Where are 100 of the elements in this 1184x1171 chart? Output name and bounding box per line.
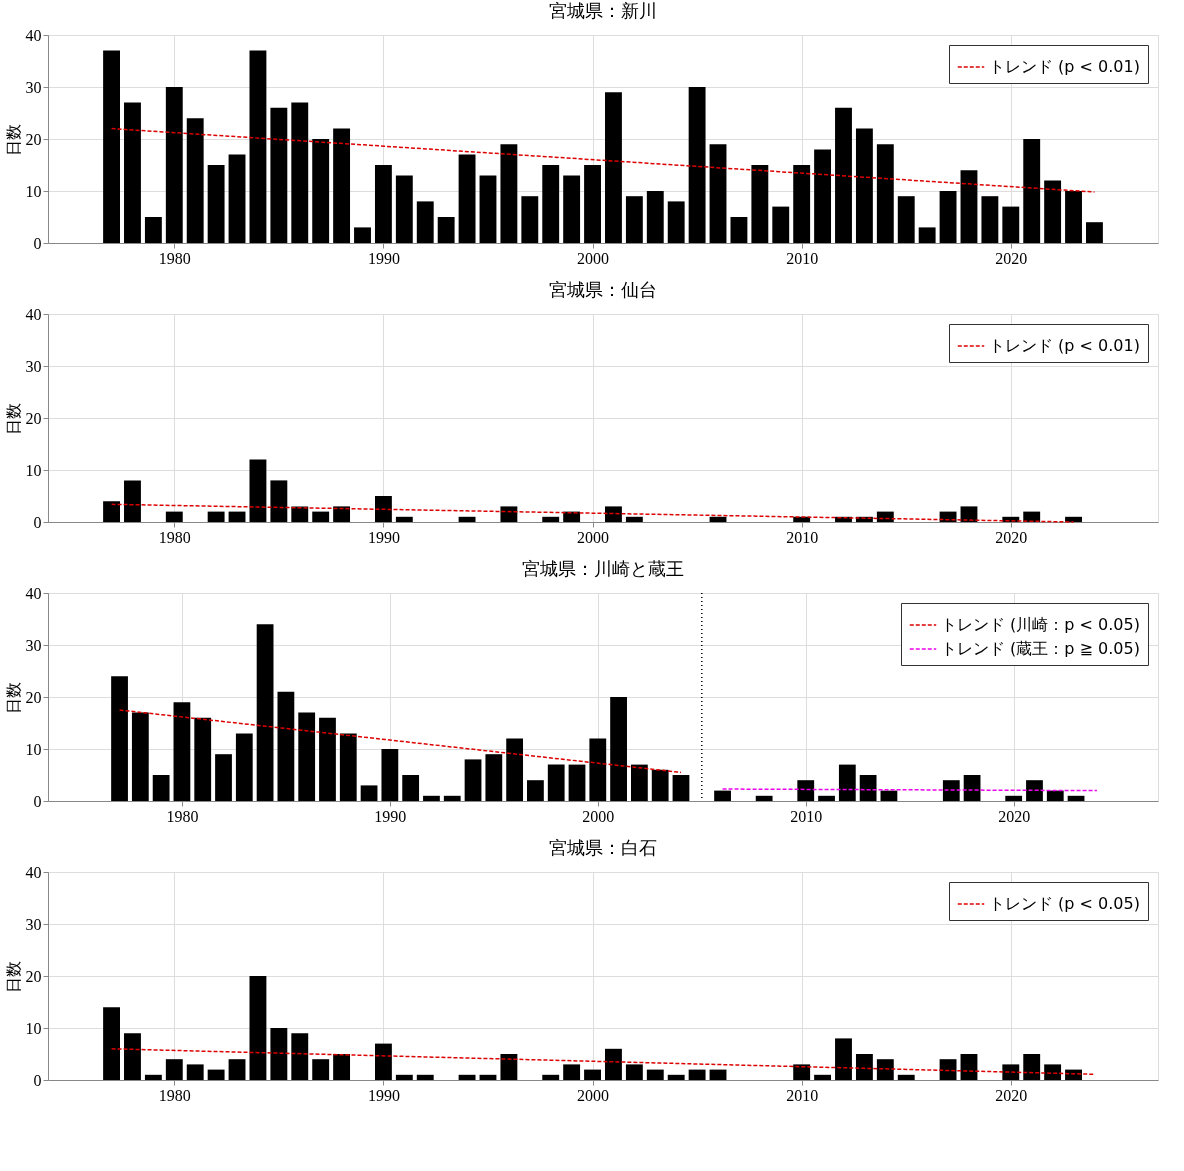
bar xyxy=(1044,180,1062,243)
bar xyxy=(165,87,183,243)
bar xyxy=(291,506,309,522)
bar xyxy=(423,795,440,801)
bar xyxy=(124,1033,141,1080)
bar xyxy=(215,754,232,801)
legend-label: トレンド (p < 0.01) xyxy=(989,336,1140,355)
bar xyxy=(672,775,690,801)
bar xyxy=(228,1059,246,1080)
bar xyxy=(249,459,267,522)
x-tick-label: 2000 xyxy=(577,528,610,546)
x-tick-label: 2020 xyxy=(995,528,1028,546)
bar xyxy=(339,733,357,801)
bar xyxy=(631,764,648,801)
bar xyxy=(443,795,461,801)
bar xyxy=(1067,795,1085,801)
bar xyxy=(897,1074,915,1080)
bar xyxy=(312,1059,330,1080)
bar xyxy=(542,516,560,522)
y-tick-label: 30 xyxy=(25,636,42,654)
x-tick-label: 1990 xyxy=(367,528,400,546)
bar xyxy=(270,1028,288,1080)
bar xyxy=(186,1064,204,1080)
bar xyxy=(103,50,120,243)
bar xyxy=(228,511,246,522)
bar xyxy=(228,154,246,243)
bar xyxy=(277,691,295,801)
bar xyxy=(563,1064,581,1080)
y-tick-label: 20 xyxy=(25,967,42,985)
bar xyxy=(458,1074,476,1080)
bar xyxy=(131,712,149,801)
bar xyxy=(395,175,413,243)
bar xyxy=(605,506,622,522)
x-tick-label: 1980 xyxy=(166,807,199,825)
bar xyxy=(709,516,727,522)
bar xyxy=(256,624,274,801)
bar xyxy=(144,217,162,243)
y-tick-label: 40 xyxy=(25,863,42,881)
bar xyxy=(395,1074,413,1080)
bar xyxy=(1044,1064,1062,1080)
bar xyxy=(186,118,204,243)
bar xyxy=(381,749,399,801)
bar xyxy=(458,154,476,243)
bar xyxy=(333,506,351,522)
bar xyxy=(479,175,497,243)
bar xyxy=(1002,1064,1020,1080)
bar xyxy=(918,227,936,243)
y-tick-label: 30 xyxy=(25,357,42,375)
bar xyxy=(688,87,706,243)
bar xyxy=(709,144,727,243)
bar xyxy=(270,107,288,243)
bar xyxy=(374,496,392,522)
bar xyxy=(667,201,685,243)
x-tick-label: 1980 xyxy=(158,528,191,546)
bar xyxy=(1023,139,1041,243)
x-tick-label: 1990 xyxy=(367,249,400,267)
y-axis-title: 日数 xyxy=(3,402,23,435)
bar xyxy=(880,790,898,801)
bar xyxy=(521,196,539,243)
bar xyxy=(547,764,565,801)
bar xyxy=(651,769,669,801)
x-tick-label: 2020 xyxy=(995,1086,1028,1104)
bar xyxy=(646,191,664,243)
bar xyxy=(173,702,191,801)
bar xyxy=(103,501,120,522)
chart-title: 宮城県：仙台 xyxy=(549,279,657,300)
bar xyxy=(402,775,420,801)
x-tick-label: 1990 xyxy=(367,1086,400,1104)
bar xyxy=(714,790,731,801)
bar xyxy=(814,1074,832,1080)
bar xyxy=(646,1069,664,1080)
bar xyxy=(730,217,748,243)
bar xyxy=(835,1038,852,1080)
bar xyxy=(688,1069,706,1080)
bar xyxy=(960,506,978,522)
bar xyxy=(838,764,856,801)
y-tick-label: 20 xyxy=(25,688,42,706)
bar xyxy=(207,1069,225,1080)
bar xyxy=(1026,780,1043,801)
bar xyxy=(818,795,835,801)
bar xyxy=(165,1059,183,1080)
bar xyxy=(464,759,482,801)
bar xyxy=(942,780,960,801)
bar xyxy=(500,144,518,243)
y-tick-label: 10 xyxy=(25,1019,42,1037)
bar xyxy=(835,107,852,243)
bar xyxy=(755,795,773,801)
y-tick-label: 0 xyxy=(33,234,42,252)
bar xyxy=(249,50,267,243)
bar xyxy=(859,775,877,801)
bar xyxy=(855,128,873,243)
bar xyxy=(584,165,601,243)
bar xyxy=(416,1074,434,1080)
bar xyxy=(542,165,560,243)
bar xyxy=(605,92,622,243)
bar xyxy=(270,480,288,522)
bar xyxy=(479,1074,497,1080)
bar xyxy=(625,516,643,522)
bar xyxy=(111,676,128,801)
bar xyxy=(194,717,212,801)
